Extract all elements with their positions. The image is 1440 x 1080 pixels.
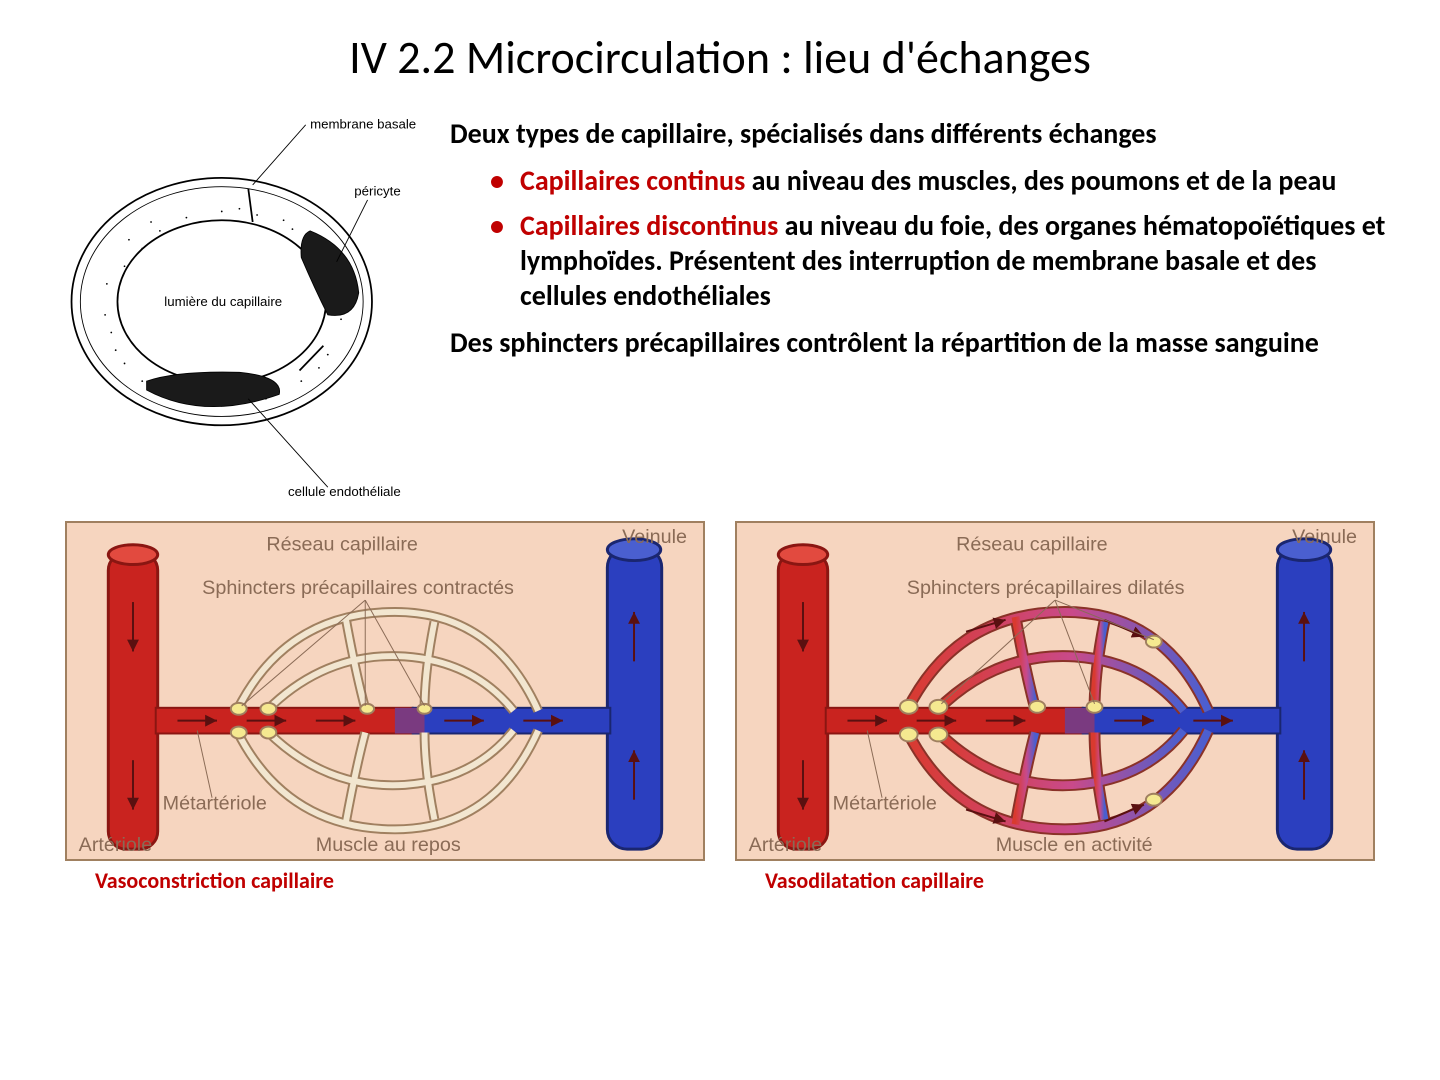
right-panel-wrap: Réseau capillaire Veinule Sphincters pré… (735, 521, 1375, 894)
vasoconstriction-panel: Réseau capillaire Veinule Sphincters pré… (65, 521, 705, 861)
bullet-list: Capillaires continus au niveau des muscl… (450, 163, 1400, 313)
vasodilatation-svg: Réseau capillaire Veinule Sphincters pré… (737, 523, 1373, 859)
slide-title: IV 2.2 Microcirculation : lieu d'échange… (40, 30, 1400, 86)
pericyte-label: péricyte (354, 184, 400, 199)
veinule-label-l: Veinule (622, 526, 687, 548)
bullet-1-rest: au niveau des muscles, des poumons et de… (745, 163, 1336, 198)
capillary-diagram: lumière du capillaire membrane basale pé… (40, 116, 430, 501)
muscle-label-l: Muscle au repos (316, 834, 461, 856)
membrane-label: membrane basale (310, 116, 416, 131)
endothelial-label: cellule endothéliale (288, 484, 401, 496)
capillary-svg: lumière du capillaire membrane basale pé… (40, 116, 430, 496)
metarteriole-label-l: Métartériole (163, 793, 267, 815)
bullet-2: Capillaires discontinus au niveau du foi… (490, 208, 1400, 313)
lumen-label: lumière du capillaire (164, 294, 282, 309)
muscle-label-r: Muscle en activité (996, 834, 1153, 856)
left-panel-wrap: Réseau capillaire Veinule Sphincters pré… (65, 521, 705, 894)
vasoconstriction-caption: Vasoconstriction capillaire (65, 867, 705, 894)
reseau-label-l: Réseau capillaire (266, 534, 418, 556)
bullet-1: Capillaires continus au niveau des muscl… (490, 163, 1400, 198)
arteriole-label-r: Artériole (749, 834, 823, 856)
vasodilatation-panel: Réseau capillaire Veinule Sphincters pré… (735, 521, 1375, 861)
bullet-1-emphasis: Capillaires continus (520, 163, 745, 198)
top-row: lumière du capillaire membrane basale pé… (40, 116, 1400, 501)
arteriole-label-l: Artériole (79, 834, 153, 856)
slide: IV 2.2 Microcirculation : lieu d'échange… (0, 0, 1440, 1080)
vasoconstriction-svg: Réseau capillaire Veinule Sphincters pré… (67, 523, 703, 859)
paragraph-2: Des sphincters précapillaires contrôlent… (450, 325, 1400, 360)
text-column: Deux types de capillaire, spécialisés da… (450, 116, 1400, 501)
metarteriole-label-r: Métartériole (833, 793, 937, 815)
paragraph-1: Deux types de capillaire, spécialisés da… (450, 116, 1400, 151)
bullet-2-emphasis: Capillaires discontinus (520, 208, 778, 243)
bottom-row: Réseau capillaire Veinule Sphincters pré… (40, 521, 1400, 894)
sphincter-label-l: Sphincters précapillaires contractés (202, 577, 514, 599)
vasodilatation-caption: Vasodilatation capillaire (735, 867, 1375, 894)
reseau-label-r: Réseau capillaire (956, 534, 1108, 556)
veinule-label-r: Veinule (1292, 526, 1357, 548)
sphincter-label-r: Sphincters précapillaires dilatés (907, 577, 1185, 599)
